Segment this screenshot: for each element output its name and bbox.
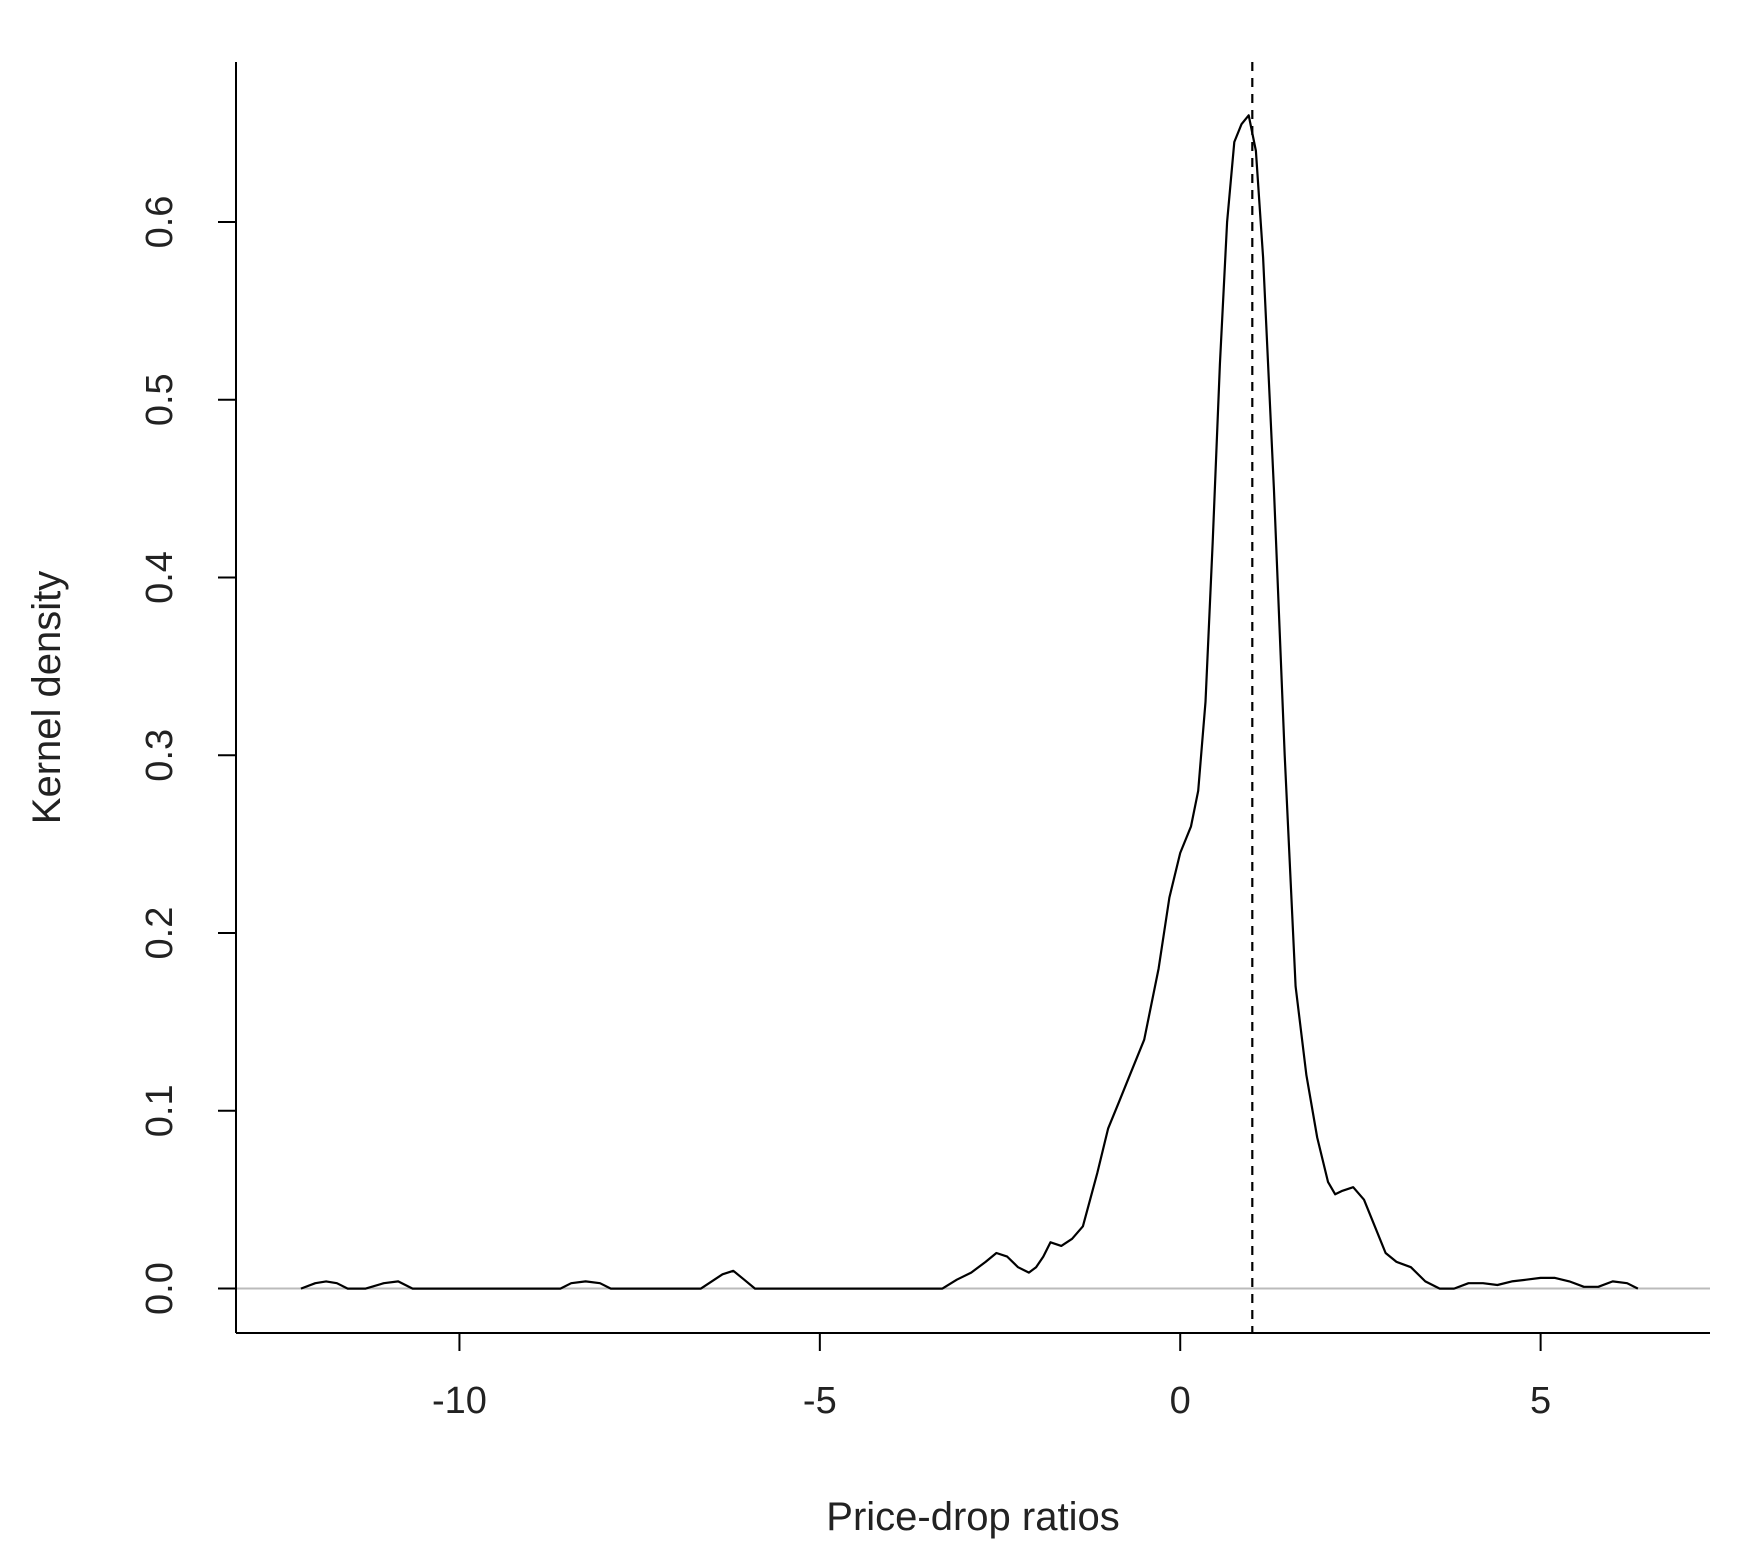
- x-tick-label: -5: [803, 1380, 837, 1422]
- y-tick-label: 0.5: [139, 373, 181, 426]
- y-axis-ticks: 0.0 0.1 0.2 0.3 0.4 0.5 0.6: [139, 196, 236, 1315]
- x-tick-label: -10: [432, 1380, 487, 1422]
- density-curve: [300, 114, 1639, 1290]
- x-axis-title: Price-drop ratios: [826, 1495, 1119, 1539]
- y-tick-label: 0.1: [139, 1084, 181, 1137]
- series-layer: [300, 114, 1639, 1290]
- x-tick-label: 5: [1530, 1380, 1551, 1422]
- axes: [235, 62, 1710, 1334]
- y-axis-title: Kernel density: [25, 571, 69, 824]
- y-tick-label: 0.0: [139, 1262, 181, 1315]
- y-tick-label: 0.4: [139, 551, 181, 604]
- x-tick-label: 0: [1170, 1380, 1191, 1422]
- y-tick-label: 0.6: [139, 196, 181, 249]
- y-tick-label: 0.3: [139, 729, 181, 782]
- y-tick-label: 0.2: [139, 907, 181, 960]
- x-axis-ticks: -10 -5 0 5: [432, 1333, 1551, 1422]
